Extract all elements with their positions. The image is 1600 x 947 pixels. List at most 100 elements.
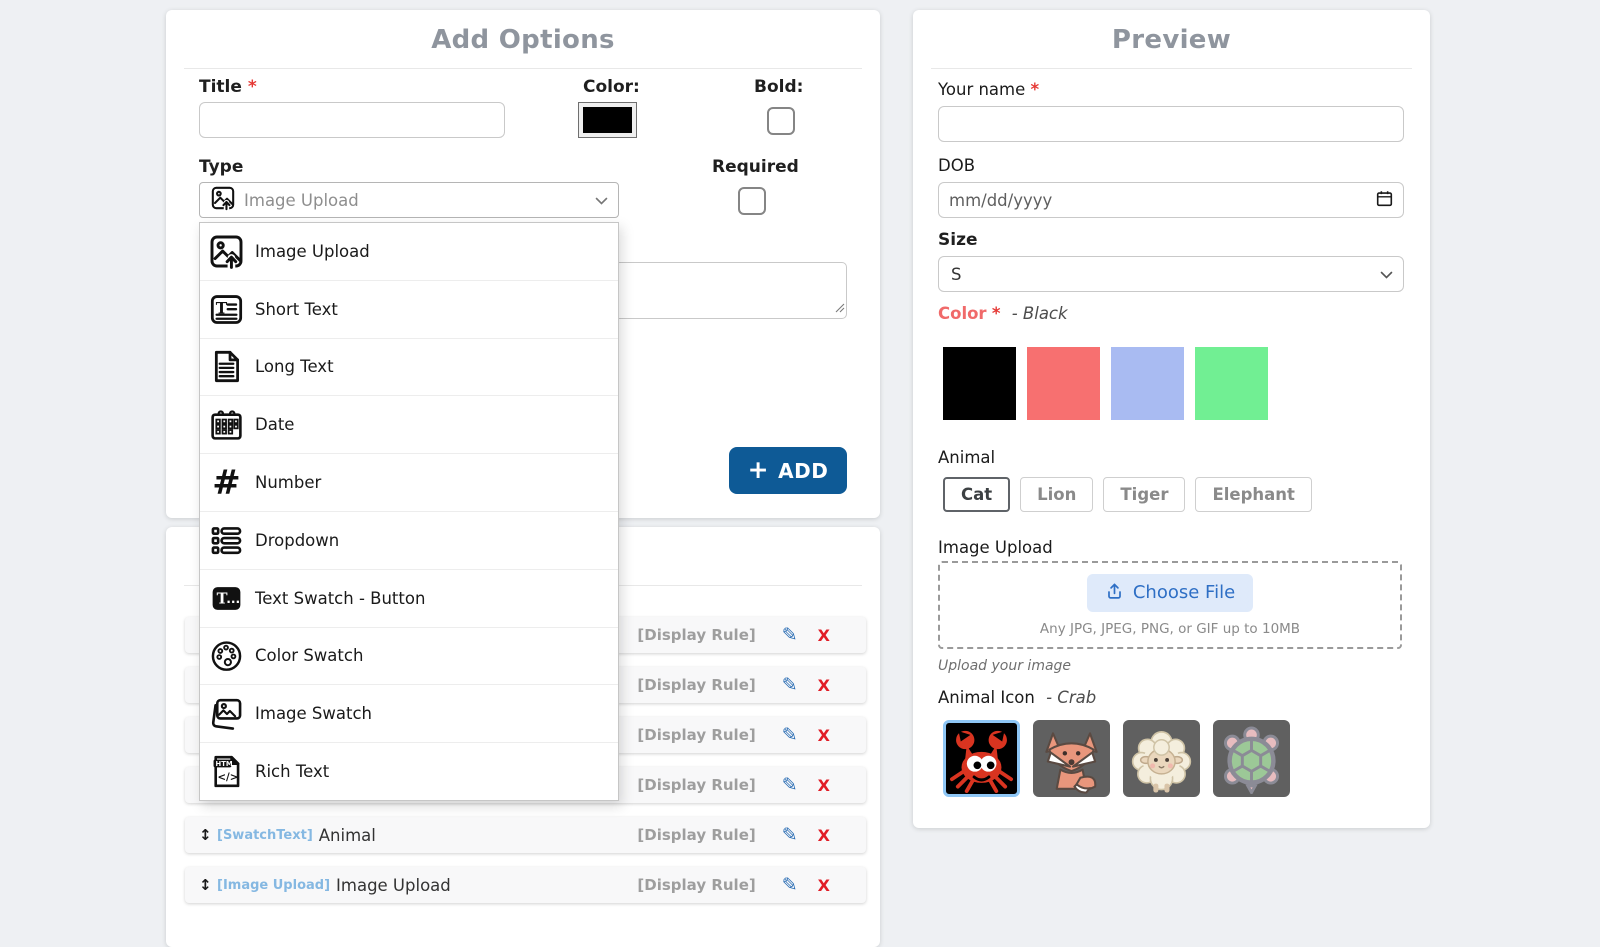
animal-icon-label: Animal Icon - Crab <box>938 688 1097 707</box>
dropdown-item-image-upload[interactable]: Image Upload <box>200 223 618 280</box>
animal-tile-fox[interactable] <box>1033 720 1110 797</box>
color-field-label: Color: <box>583 77 640 97</box>
choose-file-button[interactable]: Choose File <box>1086 573 1254 612</box>
animal-button-lion[interactable]: Lion <box>1020 477 1094 512</box>
delete-x-button[interactable]: X <box>817 725 830 745</box>
svg-text:T: T <box>216 299 228 317</box>
divider <box>931 68 1412 69</box>
delete-x-button[interactable]: X <box>817 625 830 645</box>
crab-icon <box>949 730 1014 793</box>
animal-tile-sheep[interactable] <box>1123 720 1200 797</box>
edit-pencil-icon[interactable]: ✎ <box>781 624 798 646</box>
animal-button-cat[interactable]: Cat <box>943 477 1011 512</box>
turtle-icon <box>1223 726 1280 794</box>
dropdown-item-color-swatch[interactable]: Color Swatch <box>200 626 618 685</box>
resize-grip-icon[interactable] <box>835 298 845 317</box>
bold-checkbox[interactable] <box>767 107 795 135</box>
dropdown-item-text-swatch-button[interactable]: T ... Text Swatch - Button <box>200 568 618 627</box>
size-select[interactable]: S <box>938 256 1404 292</box>
title-input[interactable] <box>199 102 505 138</box>
dropdown-item-image-swatch[interactable]: Image Swatch <box>200 684 618 742</box>
your-name-input[interactable] <box>938 106 1404 142</box>
required-asterisk: * <box>1030 80 1040 99</box>
color-swatch-green[interactable] <box>1195 347 1268 420</box>
svg-text:</>: </> <box>218 773 239 784</box>
title-field-label: Title * <box>199 77 257 97</box>
type-dropdown-menu: Image Upload T Short Text Long Text <box>199 222 619 801</box>
dropdown-item-long-text[interactable]: Long Text <box>200 337 618 396</box>
delete-x-button[interactable]: X <box>817 875 830 895</box>
edit-pencil-icon[interactable]: ✎ <box>781 724 798 746</box>
dropdown-item-dropdown[interactable]: Dropdown <box>200 510 618 569</box>
image-upload-label: Image Upload <box>938 538 1053 557</box>
required-checkbox[interactable] <box>738 187 766 215</box>
chevron-down-icon <box>1380 265 1393 284</box>
option-label: Image Upload <box>336 875 451 895</box>
svg-text:T: T <box>217 590 228 607</box>
animal-button-row: Cat Lion Tiger Elephant <box>943 477 1312 512</box>
color-swatch-red[interactable] <box>1027 347 1100 420</box>
animal-tile-crab[interactable] <box>943 720 1020 797</box>
svg-text:...: ... <box>226 592 240 606</box>
preview-card: Preview Your name * DOB mm/dd/yyyy Size … <box>913 10 1430 828</box>
type-select[interactable]: Image Upload <box>199 182 619 218</box>
image-upload-icon <box>208 233 245 272</box>
animal-icon-row <box>943 720 1290 797</box>
edit-pencil-icon[interactable]: ✎ <box>781 874 798 896</box>
text-swatch-icon: T ... <box>208 580 245 617</box>
option-type-tag: [Image Upload] <box>217 877 331 893</box>
option-type-tag: [SwatchText] <box>217 827 313 843</box>
animal-button-tiger[interactable]: Tiger <box>1103 477 1186 512</box>
color-swatch-blue[interactable] <box>1111 347 1184 420</box>
delete-x-button[interactable]: X <box>817 675 830 695</box>
edit-pencil-icon[interactable]: ✎ <box>781 674 798 696</box>
list-icon <box>208 522 245 559</box>
display-rule-link[interactable]: [Display Rule] <box>637 826 756 844</box>
delete-x-button[interactable]: X <box>817 775 830 795</box>
divider <box>184 68 862 69</box>
animal-button-elephant[interactable]: Elephant <box>1195 477 1312 512</box>
svg-text:HTM: HTM <box>216 760 233 768</box>
add-options-title: Add Options <box>431 25 615 55</box>
edit-pencil-icon[interactable]: ✎ <box>781 824 798 846</box>
animal-tile-turtle[interactable] <box>1213 720 1290 797</box>
color-selected-value: - Black <box>1011 304 1068 323</box>
dropdown-item-number[interactable]: # Number <box>200 453 618 511</box>
hash-icon: # <box>208 463 245 502</box>
dropdown-item-short-text[interactable]: T Short Text <box>200 279 618 338</box>
size-select-value: S <box>951 264 962 284</box>
required-field-label: Required <box>712 157 799 177</box>
delete-x-button[interactable]: X <box>817 825 830 845</box>
color-swatch-black[interactable] <box>943 347 1016 420</box>
dropdown-item-rich-text[interactable]: HTM </> Rich Text <box>200 742 618 800</box>
dob-placeholder: mm/dd/yyyy <box>949 190 1053 210</box>
display-rule-link[interactable]: [Display Rule] <box>637 626 756 644</box>
file-hint: Any JPG, JPEG, PNG, or GIF up to 10MB <box>1039 620 1301 637</box>
color-swatch-row <box>943 347 1268 420</box>
bold-field-label: Bold: <box>754 77 804 97</box>
calendar-icon <box>208 406 245 443</box>
display-rule-link[interactable]: [Display Rule] <box>637 776 756 794</box>
display-rule-link[interactable]: [Display Rule] <box>637 726 756 744</box>
calendar-icon[interactable] <box>1376 190 1393 211</box>
svg-text:#: # <box>212 464 240 501</box>
your-name-label: Your name * <box>938 80 1040 99</box>
type-select-value: Image Upload <box>244 190 359 210</box>
add-button[interactable]: + ADD <box>729 447 847 494</box>
option-row-image-upload: ↕ [Image Upload] Image Upload [Display R… <box>185 867 866 903</box>
upload-caption: Upload your image <box>938 658 1072 674</box>
edit-pencil-icon[interactable]: ✎ <box>781 774 798 796</box>
dropdown-item-date[interactable]: Date <box>200 395 618 453</box>
animal-icon-selected-value: - Crab <box>1046 688 1097 707</box>
color-picker[interactable] <box>578 102 637 138</box>
drag-handle-icon[interactable]: ↕ <box>199 876 212 894</box>
drag-handle-icon[interactable]: ↕ <box>199 826 212 844</box>
dob-date-input[interactable]: mm/dd/yyyy <box>938 182 1404 218</box>
display-rule-link[interactable]: [Display Rule] <box>637 876 756 894</box>
image-dropzone[interactable]: Choose File Any JPG, JPEG, PNG, or GIF u… <box>938 561 1402 649</box>
image-upload-icon <box>210 185 236 215</box>
html-file-icon: HTM </> <box>208 753 245 790</box>
color-field-label: Color * - Black <box>938 304 1068 323</box>
display-rule-link[interactable]: [Display Rule] <box>637 676 756 694</box>
long-text-icon <box>208 348 245 385</box>
